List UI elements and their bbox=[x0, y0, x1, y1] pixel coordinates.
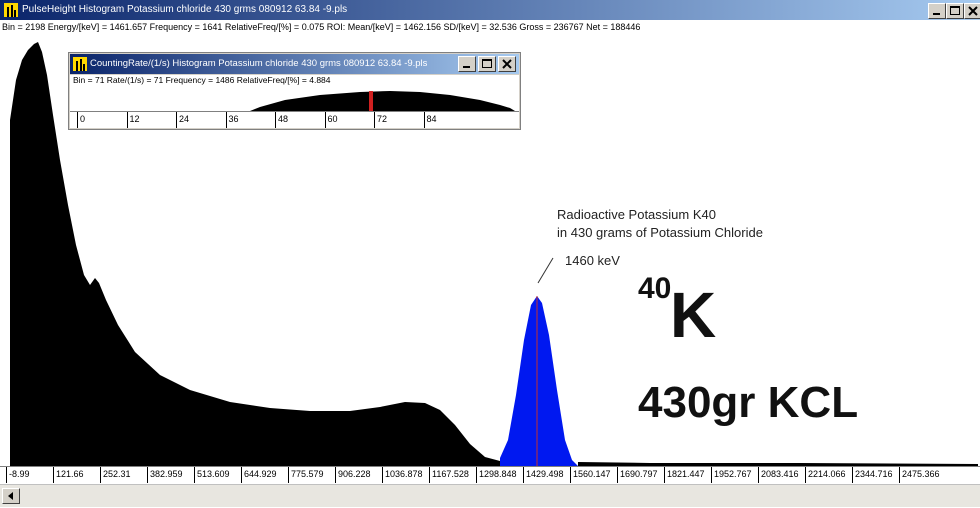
x-axis: -8.99 121.66 252.31 382.959 513.609 644.929 77… bbox=[0, 466, 980, 483]
rate-shape bbox=[250, 91, 515, 111]
axis-label: -8.99 bbox=[6, 467, 30, 483]
axis-label: 2214.066 bbox=[805, 467, 846, 483]
axis-label: 2083.416 bbox=[758, 467, 799, 483]
axis-label: 906.228 bbox=[335, 467, 371, 483]
subwindow-plot: Bin = 71 Rate/(1/s) = 71 Frequency = 148… bbox=[70, 75, 519, 111]
axis-label: 2344.716 bbox=[852, 467, 893, 483]
annotation-pointer bbox=[537, 257, 554, 284]
close-button[interactable] bbox=[964, 3, 980, 19]
axis-label: 0 bbox=[77, 112, 85, 128]
axis-label: 72 bbox=[374, 112, 387, 128]
spectrum-tail bbox=[578, 462, 978, 466]
sub-app-icon bbox=[73, 57, 87, 71]
subwindow: CountingRate/(1/s) Histogram Potassium c… bbox=[68, 52, 521, 130]
axis-label: 2475.366 bbox=[899, 467, 940, 483]
peak-energy: 1460 keV bbox=[565, 253, 620, 268]
axis-label: 382.959 bbox=[147, 467, 183, 483]
axis-label: 252.31 bbox=[100, 467, 131, 483]
axis-label: 84 bbox=[423, 112, 437, 128]
spectrum-black bbox=[10, 42, 500, 466]
axis-label: 1167.528 bbox=[429, 467, 469, 483]
axis-label: 60 bbox=[324, 112, 338, 128]
axis-label: 1952.767 bbox=[711, 467, 752, 483]
isotope-symbol: K bbox=[670, 279, 717, 351]
app-icon bbox=[4, 3, 18, 17]
axis-label: 1298.848 bbox=[476, 467, 517, 483]
sub-maximize-button[interactable] bbox=[478, 56, 496, 72]
axis-label: 48 bbox=[275, 112, 288, 128]
spectrum-peak bbox=[500, 296, 578, 466]
scrollbar[interactable] bbox=[0, 484, 980, 507]
maximize-button[interactable] bbox=[946, 3, 964, 19]
subwindow-status: Bin = 71 Rate/(1/s) = 71 Frequency = 148… bbox=[73, 75, 331, 85]
minimize-button[interactable] bbox=[928, 3, 946, 19]
annotation-line1: Radioactive Potassium K40 bbox=[557, 207, 716, 222]
sub-minimize-button[interactable] bbox=[458, 56, 476, 72]
axis-label: 1429.498 bbox=[523, 467, 564, 483]
axis-label: 1821.447 bbox=[664, 467, 705, 483]
isotope-mass: 40 bbox=[638, 272, 672, 305]
axis-label: 513.609 bbox=[194, 467, 230, 483]
subwindow-axis: 0 12 24 36 48 60 72 84 bbox=[70, 111, 519, 128]
annotation-line2: in 430 grams of Potassium Chloride bbox=[557, 225, 763, 240]
axis-label: 12 bbox=[126, 112, 140, 128]
subwindow-title-bar: CountingRate/(1/s) Histogram Potassium c… bbox=[70, 54, 519, 74]
axis-label: 644.929 bbox=[241, 467, 277, 483]
axis-label: 1036.878 bbox=[382, 467, 423, 483]
window-title: PulseHeight Histogram Potassium chloride… bbox=[22, 4, 348, 15]
axis-label: 121.66 bbox=[53, 467, 84, 483]
rate-histogram bbox=[250, 91, 515, 111]
axis-label: 1560.147 bbox=[570, 467, 611, 483]
axis-label: 24 bbox=[176, 112, 189, 128]
axis-label: 1690.797 bbox=[617, 467, 658, 483]
title-bar: PulseHeight Histogram Potassium chloride… bbox=[0, 0, 980, 20]
subwindow-title: CountingRate/(1/s) Histogram Potassium c… bbox=[90, 58, 428, 69]
scroll-left[interactable] bbox=[2, 488, 20, 504]
sample-label: 430gr KCL bbox=[638, 378, 859, 427]
rate-cursor bbox=[369, 91, 373, 111]
axis-label: 775.579 bbox=[288, 467, 324, 483]
sub-close-button[interactable] bbox=[498, 56, 516, 72]
status-line: Bin = 2198 Energy/[keV] = 1461.657 Frequ… bbox=[2, 22, 641, 32]
axis-label: 36 bbox=[225, 112, 239, 128]
